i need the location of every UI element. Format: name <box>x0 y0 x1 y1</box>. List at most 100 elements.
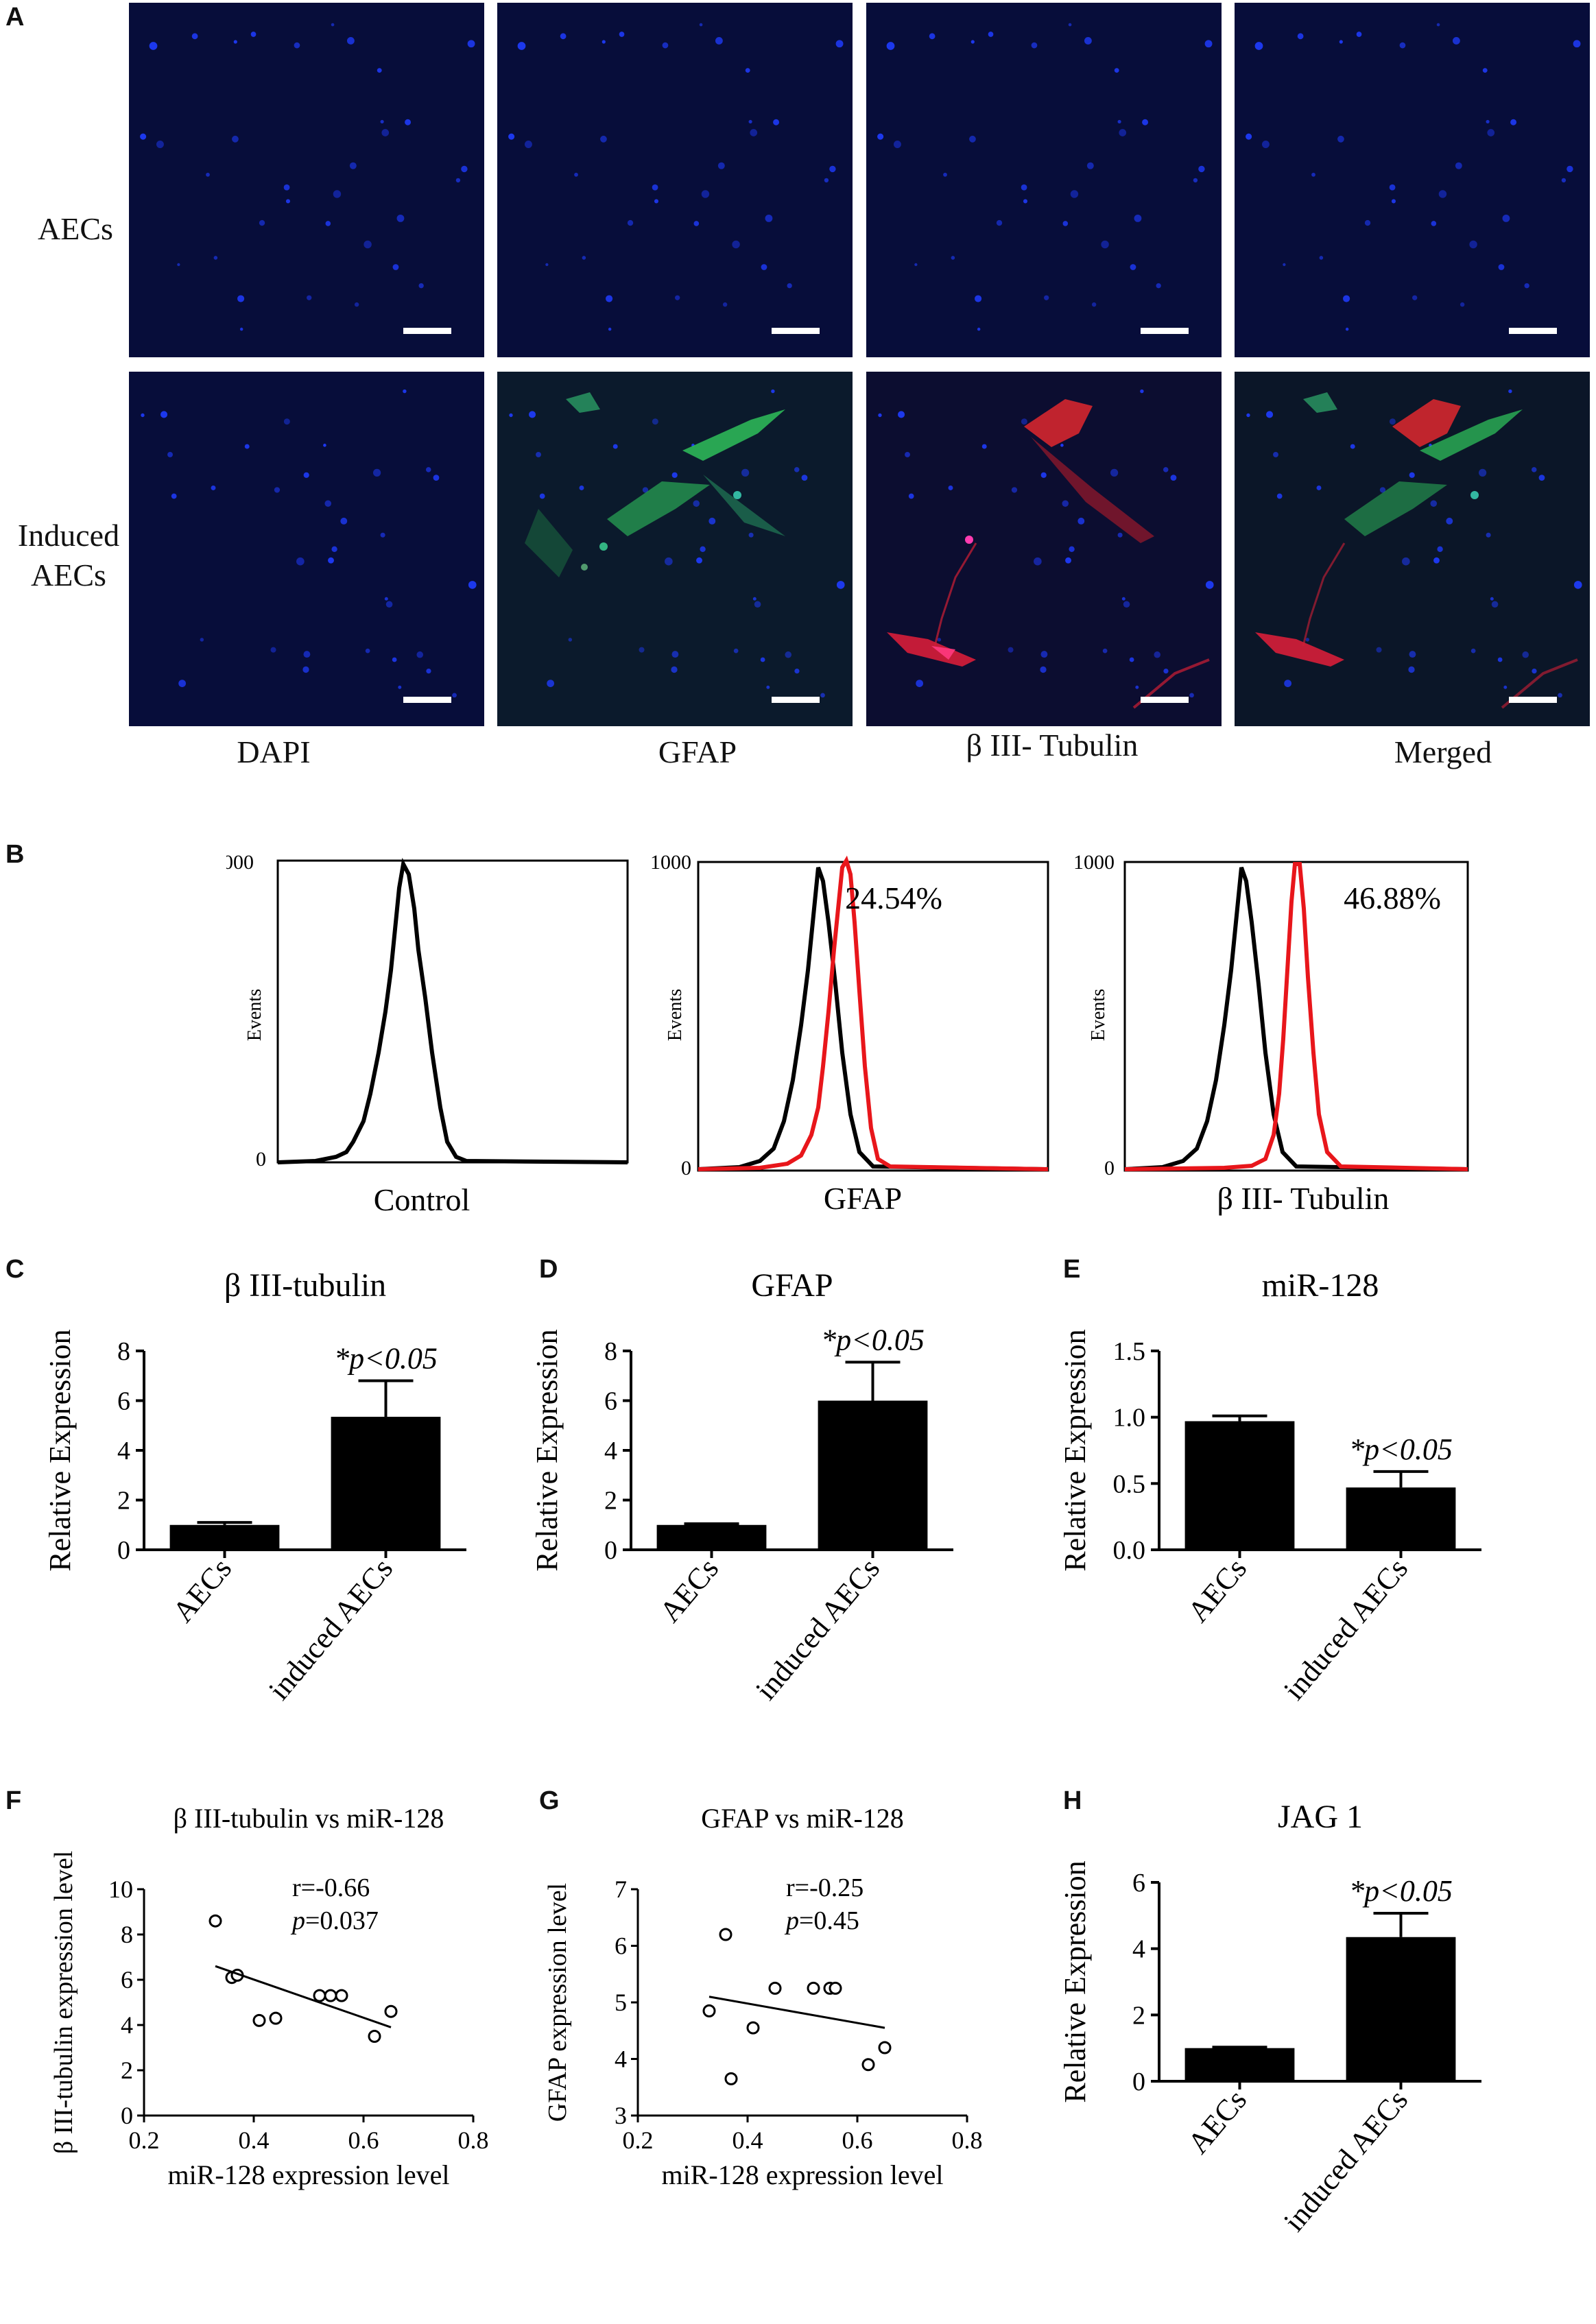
stat-r: r=-0.25 <box>786 1873 863 1902</box>
nucleus-dot <box>545 263 549 267</box>
nucleus-dot <box>1119 129 1127 136</box>
scatter-point <box>335 1989 348 2002</box>
nucleus-dot <box>1319 256 1324 260</box>
nucleus-dot <box>1273 451 1278 457</box>
nucleus-dot <box>579 486 584 490</box>
nucleus-dot <box>433 475 440 481</box>
x-tick-label: AECs <box>653 1552 725 1629</box>
flow-ylabel: Events <box>665 989 686 1041</box>
chart-title: β III-tubulin vs miR-128 <box>174 1803 444 1834</box>
y-tick-label: 4 <box>121 2011 133 2039</box>
nucleus-dot <box>1316 486 1322 490</box>
nucleus-dot <box>349 162 357 169</box>
nucleus-dot <box>1284 680 1292 687</box>
nucleus-dot <box>916 680 924 687</box>
nucleus-dot <box>1069 546 1075 553</box>
nucleus-dot <box>547 680 555 687</box>
nucleus-dot <box>877 133 884 140</box>
flow-histogram-gfap: 1000 0 Events 24.54% GFAP <box>650 851 1049 1216</box>
x-tick-label: 0.6 <box>348 2127 379 2154</box>
nucleus-dot <box>773 119 780 125</box>
nucleus-dot <box>829 165 836 173</box>
nucleus-dot <box>398 685 402 689</box>
nucleus-dot <box>377 68 382 73</box>
nucleus-dot <box>977 327 981 331</box>
nucleus-dot <box>1129 657 1134 662</box>
nucleus-dot <box>1498 264 1505 270</box>
nucleus-dot <box>1134 214 1142 222</box>
nucleus-dot <box>1163 668 1169 674</box>
nucleus-dot <box>619 32 625 37</box>
chart-c-tubulin-bar: β III-tubulin Relative Expression 0 2 4 6 8 AEC… <box>43 1267 466 1706</box>
nucleus-dot <box>1486 532 1491 538</box>
image-aecs-merged <box>1235 3 1590 357</box>
scale-bar <box>403 328 451 334</box>
nucleus-dot <box>1040 651 1048 658</box>
image-induced-gfap <box>497 372 853 726</box>
nucleus-dot <box>981 444 987 449</box>
nucleus-dot <box>1068 23 1072 27</box>
nucleus-dot <box>693 500 700 507</box>
nucleus-dot <box>1379 487 1386 493</box>
nucleus-dot <box>346 37 355 45</box>
scatter-point <box>313 1989 326 2002</box>
nucleus-dot <box>1409 472 1415 478</box>
nucleus-dot <box>1455 162 1462 169</box>
row-label-induced-aecs: Induced AECs <box>17 518 120 592</box>
nucleus-dot <box>1389 418 1396 425</box>
y-tick-label: 2 <box>604 1487 617 1516</box>
nucleus-dot <box>1339 40 1343 44</box>
panel-letter-b: B <box>5 840 25 869</box>
nucleus-dot <box>1487 129 1495 136</box>
y-tick-label: 0.0 <box>1113 1536 1146 1565</box>
nucleus-dot <box>794 467 800 472</box>
nucleus-dot <box>1573 40 1581 48</box>
nucleus-dot <box>1364 219 1371 226</box>
flow-ytick-bottom: 0 <box>1104 1157 1115 1179</box>
nucleus-dot <box>1261 141 1270 148</box>
image-aecs-dapi <box>129 3 484 357</box>
nucleus-dot <box>652 184 658 191</box>
flow-xlabel-gfap: GFAP <box>824 1181 902 1216</box>
chart-title: JAG 1 <box>1278 1799 1363 1835</box>
nucleus-dot <box>820 693 825 698</box>
nucleus-dot <box>1062 221 1069 226</box>
bar <box>331 1417 441 1550</box>
nucleus-dot <box>340 517 348 525</box>
nucleus-dot <box>937 638 942 642</box>
nucleus-dot <box>1283 263 1286 267</box>
nucleus-dot <box>1399 42 1406 49</box>
chart-title: miR-128 <box>1262 1267 1379 1304</box>
x-tick-label: 0.4 <box>733 2127 763 2154</box>
image-induced-dapi <box>129 372 484 726</box>
nucleus-dot <box>1508 389 1512 394</box>
y-tick-label: 6 <box>117 1387 130 1416</box>
nucleus-dot <box>237 295 245 302</box>
scale-bar <box>1509 328 1557 334</box>
scatter-point <box>719 1928 733 1941</box>
nucleus-dot <box>748 119 752 124</box>
y-tick-label: 2 <box>121 2057 133 2084</box>
nucleus-dot <box>296 557 305 566</box>
nucleus-dot <box>722 302 728 307</box>
significance-annotation: *p<0.05 <box>334 1342 438 1376</box>
nucleus-dot <box>568 638 573 642</box>
image-aecs-tubulin <box>866 3 1222 357</box>
stat-p-value: =0.037 <box>305 1906 379 1935</box>
nucleus-dot <box>1452 37 1460 45</box>
nucleus-dot <box>1573 581 1582 589</box>
nucleus-dot <box>715 37 723 45</box>
nucleus-dot <box>426 668 431 674</box>
nucleus-dot <box>752 597 757 601</box>
nucleus-dot <box>1311 172 1315 177</box>
nucleus-dot <box>969 135 976 143</box>
nucleus-dot <box>1524 283 1529 289</box>
nucleus-dot <box>745 68 750 73</box>
nucleus-dot <box>1040 472 1047 478</box>
nucleus-dot <box>1356 32 1362 37</box>
nucleus-dot <box>461 165 468 173</box>
nucleus-dot <box>1086 162 1094 169</box>
nucleus-dot <box>639 647 645 653</box>
bar <box>1184 1421 1295 1550</box>
x-tick-label: 0.8 <box>458 2127 489 2154</box>
